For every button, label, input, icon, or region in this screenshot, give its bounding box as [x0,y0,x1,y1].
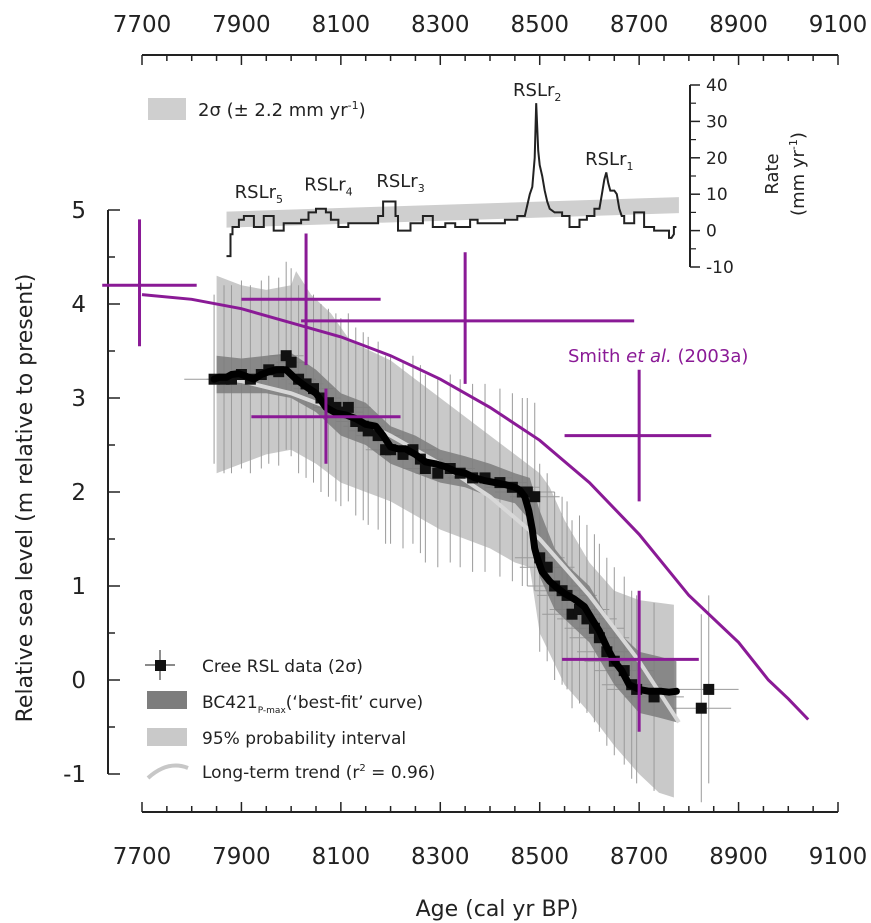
bottom-tick-label: 8900 [709,844,768,870]
cree-data-point [225,373,237,385]
svg-text:2σ (± 2.2 mm yr-1): 2σ (± 2.2 mm yr-1) [198,99,366,121]
top-tick-label: 7700 [113,12,172,38]
cree-data-point [432,467,444,479]
cree-data-point [541,561,553,573]
left-tick-label: 1 [71,574,86,600]
legend-cree-text: Cree RSL data (2σ) [202,657,363,677]
rate-series-path [226,103,677,258]
legend-item-bestfit: BC421P-max(‘best-fit’ curve) [147,691,423,716]
rate-band-area [226,197,679,228]
rate-y-axis: -10 0 10 20 30 40 [689,76,734,278]
top-x-axis: 7700 7900 8100 8300 8500 8700 8900 9100 [113,12,868,65]
bottom-tick-label: 8500 [510,844,569,870]
svg-text:Rate: Rate [762,153,783,194]
legend-probability-text: 95% probability interval [202,729,406,749]
top-tick-label: 7900 [212,12,271,38]
smith-label: Smith et al. (2003a) [568,346,748,367]
cree-data-point [521,486,533,498]
smith-curve [141,293,810,721]
cree-data-point [566,608,578,620]
bottom-tick-label: 8100 [312,844,371,870]
left-tick-label: 4 [71,292,86,318]
cree-data-point [372,430,384,442]
rate-label: RSLr1 [585,149,633,173]
best-fit-line [210,366,680,696]
rate-series [226,103,677,258]
rate-band-legend: 2σ (± 2.2 mm yr-1) [148,98,366,121]
cree-data-point [397,448,409,460]
rate-tick-label: 30 [706,112,728,132]
top-tick-label: 9100 [809,12,868,38]
left-tick-label: -1 [63,762,86,788]
bottom-x-axis: 7700 7900 8100 8300 8500 8700 8900 9100 [113,802,868,870]
rate-band-swatch [148,98,186,120]
rate-tick-label: 20 [706,149,728,169]
cree-data-point [322,397,334,409]
best-fit-path [210,366,680,696]
cree-data-point [703,683,715,695]
rate-tick-label: 40 [706,76,728,96]
left-y-axis: -1 0 1 2 3 4 5 [63,198,120,788]
top-tick-label: 8500 [510,12,569,38]
left-tick-label: 5 [71,198,86,224]
legend-item-probability: 95% probability interval [147,728,406,749]
bottom-tick-label: 7700 [113,844,172,870]
smith-curve-path [141,293,810,721]
legend-bestfit-text: BC421P-max(‘best-fit’ curve) [202,693,423,716]
top-tick-label: 8700 [610,12,669,38]
rate-label: RSLr4 [304,175,352,199]
cree-data-point [648,691,660,703]
cree-data-point [280,350,292,362]
rate-tick-label: 10 [706,185,728,205]
rate-axis-title: Rate (mm yr-1) [762,132,809,216]
bottom-tick-label: 9100 [809,844,868,870]
bottom-tick-label: 8300 [411,844,470,870]
rate-label: RSLr5 [235,182,283,206]
legend-item-trend: Long-term trend (r2 = 0.96) [146,763,435,783]
legend: Cree RSL data (2σ) BC421P-max(‘best-fit’… [145,650,435,783]
legend-trend-text: Long-term trend (r2 = 0.96) [202,763,435,783]
left-tick-label: 2 [71,480,86,506]
bottom-tick-label: 8700 [610,844,669,870]
rate-label: RSLr2 [513,80,561,104]
svg-text:(mm yr-1): (mm yr-1) [787,132,809,216]
cree-data-point [285,356,297,368]
top-tick-label: 8100 [312,12,371,38]
cree-data-point [342,401,354,413]
y-axis-title: Relative sea level (m relative to presen… [13,274,38,723]
left-tick-label: 3 [71,386,86,412]
rate-band [226,197,679,228]
cree-data-point [529,491,541,503]
top-tick-label: 8900 [709,12,768,38]
smith-crosses [102,219,712,732]
cree-data-point [362,425,374,437]
cree-data-point [695,702,707,714]
legend-item-cree: Cree RSL data (2σ) [145,650,363,680]
rate-tick-label: -10 [706,258,734,278]
rate-tick-label: 0 [706,222,717,242]
rate-labels: RSLr5 RSLr4 RSLr3 RSLr2 RSLr1 [235,80,634,206]
top-tick-label: 8300 [411,12,470,38]
left-tick-label: 0 [71,668,86,694]
cree-data-point [573,604,585,615]
rate-label: RSLr3 [376,171,424,195]
bottom-tick-label: 7900 [212,844,271,870]
cree-data-point [419,463,431,474]
cree-data-point [581,613,593,625]
x-axis-title: Age (cal yr BP) [416,897,579,922]
